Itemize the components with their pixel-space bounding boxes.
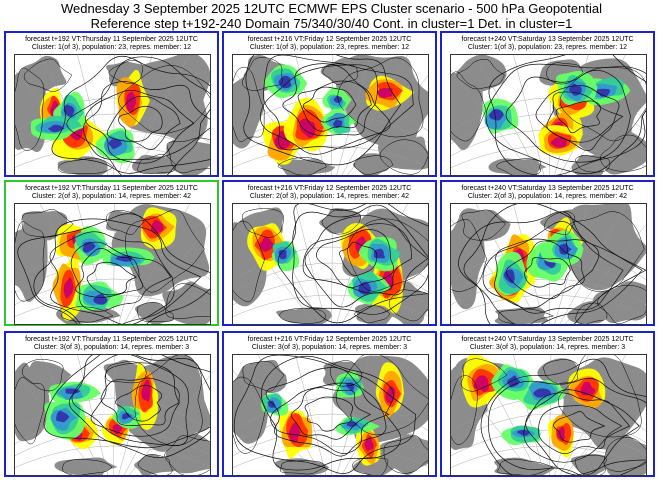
map-canvas bbox=[233, 204, 428, 324]
forecast-map bbox=[450, 54, 647, 176]
coastlines bbox=[15, 355, 210, 475]
cluster-panel-r2c2: forecast t+216 VT:Friday 12 September 20… bbox=[222, 180, 437, 326]
coastlines bbox=[233, 208, 428, 324]
panel-cluster-label: Cluster: 3(of 3), population: 14, repres… bbox=[251, 344, 408, 351]
panel-cluster-label: Cluster: 2(of 3), population: 14, repres… bbox=[467, 193, 628, 200]
coastlines bbox=[451, 355, 646, 475]
map-canvas bbox=[15, 55, 210, 175]
cluster-panel-r1c1: forecast t+192 VT:Thursday 11 September … bbox=[4, 31, 219, 177]
map-canvas bbox=[451, 55, 646, 175]
coastlines bbox=[15, 209, 210, 323]
cluster-panel-r1c2: forecast t+216 VT:Friday 12 September 20… bbox=[222, 31, 437, 177]
map-canvas bbox=[451, 204, 646, 324]
map-canvas bbox=[451, 355, 646, 475]
forecast-map bbox=[14, 54, 211, 176]
geopotential-anomaly-shading bbox=[482, 70, 631, 156]
panel-forecast-label: forecast t+240 VT:Saturday 13 September … bbox=[461, 36, 634, 43]
page-subtitle: Reference step t+192-240 Domain 75/340/3… bbox=[90, 16, 573, 31]
geopotential-contours bbox=[51, 55, 210, 175]
geopotential-contours bbox=[458, 204, 646, 324]
geopotential-anomaly-shading bbox=[262, 64, 415, 165]
forecast-map bbox=[232, 54, 429, 176]
forecast-map bbox=[14, 354, 211, 476]
geopotential-anomaly-shading bbox=[30, 69, 150, 164]
panel-forecast-label: forecast t+240 VT:Saturday 13 September … bbox=[461, 336, 634, 343]
page-title: Wednesday 3 September 2025 12UTC ECMWF E… bbox=[61, 1, 602, 16]
panel-forecast-label: forecast t+192 VT:Thursday 11 September … bbox=[25, 36, 198, 43]
forecast-map bbox=[450, 354, 647, 476]
forecast-map bbox=[232, 354, 429, 476]
geopotential-contours bbox=[43, 355, 210, 458]
geopotential-contours bbox=[480, 358, 646, 475]
cluster-panel-r2c1: forecast t+192 VT:Thursday 11 September … bbox=[4, 180, 219, 326]
coastlines bbox=[451, 59, 646, 175]
map-canvas bbox=[15, 204, 210, 324]
cluster-panel-r1c3: forecast t+240 VT:Saturday 13 September … bbox=[440, 31, 655, 177]
cluster-panel-r3c3: forecast t+240 VT:Saturday 13 September … bbox=[440, 331, 655, 477]
panel-cluster-label: Cluster: 3(of 3), population: 14, repres… bbox=[33, 344, 190, 351]
panel-cluster-label: Cluster: 2(of 3), population: 14, repres… bbox=[249, 193, 410, 200]
geopotential-anomaly-shading bbox=[247, 222, 404, 314]
panel-forecast-label: forecast t+240 VT:Saturday 13 September … bbox=[461, 185, 634, 192]
panel-cluster-label: Cluster: 2(of 3), population: 14, repres… bbox=[31, 193, 192, 200]
forecast-map bbox=[14, 203, 211, 325]
geopotential-anomaly-shading bbox=[44, 361, 159, 450]
cluster-panel-r3c2: forecast t+216 VT:Friday 12 September 20… bbox=[222, 331, 437, 477]
panel-forecast-label: forecast t+216 VT:Friday 12 September 20… bbox=[247, 336, 412, 343]
panel-cluster-label: Cluster: 1(of 3), population: 23, repres… bbox=[249, 44, 410, 51]
coastlines bbox=[15, 58, 210, 175]
map-canvas bbox=[233, 355, 428, 475]
panel-forecast-label: forecast t+192 VT:Thursday 11 September … bbox=[25, 185, 198, 192]
panel-cluster-label: Cluster: 1(of 3), population: 23, repres… bbox=[467, 44, 628, 51]
panel-forecast-label: forecast t+216 VT:Friday 12 September 20… bbox=[247, 36, 412, 43]
coastlines bbox=[233, 57, 428, 175]
forecast-map bbox=[232, 203, 429, 325]
panel-forecast-label: forecast t+216 VT:Friday 12 September 20… bbox=[247, 185, 412, 192]
coastlines bbox=[451, 209, 646, 324]
cluster-panel-r2c3: forecast t+240 VT:Saturday 13 September … bbox=[440, 180, 655, 326]
geopotential-anomaly-shading bbox=[52, 207, 177, 321]
geopotential-contours bbox=[277, 204, 428, 324]
panel-cluster-label: Cluster: 3(of 3), population: 14, repres… bbox=[469, 344, 626, 351]
cluster-panel-r3c1: forecast t+192 VT:Thursday 11 September … bbox=[4, 331, 219, 477]
coastlines bbox=[233, 355, 428, 475]
map-canvas bbox=[233, 55, 428, 175]
map-canvas bbox=[15, 355, 210, 475]
geopotential-contours bbox=[17, 213, 210, 324]
panel-forecast-label: forecast t+192 VT:Thursday 11 September … bbox=[25, 336, 198, 343]
forecast-map bbox=[450, 203, 647, 325]
panel-cluster-label: Cluster: 1(of 3), population: 23, repres… bbox=[31, 44, 192, 51]
